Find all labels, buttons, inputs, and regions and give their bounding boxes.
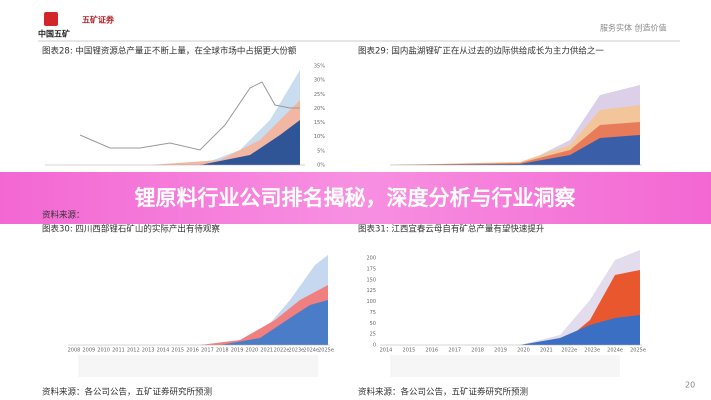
x-label: 2014 xyxy=(157,348,170,354)
y-label: 50 xyxy=(370,321,376,327)
brand: 五矿证券 xyxy=(82,15,115,25)
x-label: 2025e xyxy=(318,348,334,354)
chart-30-art xyxy=(68,255,330,377)
x-label: 2015 xyxy=(171,348,184,354)
source: 资料来源：各公司公告，五矿证券研究所预测 xyxy=(358,387,528,398)
banner xyxy=(0,172,711,224)
y-label: 15% xyxy=(314,120,325,126)
source: 资料来源： xyxy=(42,210,85,221)
banner-text: 锂原料行业公司排名揭秘，深度分析与行业洞察 xyxy=(135,186,577,210)
y-label: 25 xyxy=(370,332,376,338)
y-label: 10% xyxy=(314,134,325,140)
logo-icon xyxy=(44,12,58,26)
y-label: 0% xyxy=(317,163,325,169)
x-label: 2009 xyxy=(82,348,95,354)
x-label: 2011 xyxy=(112,348,125,354)
x-label: 2019 xyxy=(231,348,244,354)
x-label: 2016 xyxy=(186,348,199,354)
x-label: 2019 xyxy=(494,348,507,354)
y-label: 125 xyxy=(366,288,376,294)
x-label: 2021 xyxy=(260,348,273,354)
y-label: 150 xyxy=(366,277,376,283)
x-label: 2013 xyxy=(142,348,155,354)
x-label: 2014 xyxy=(380,348,393,354)
x-label: 2018 xyxy=(471,348,484,354)
y-label: 75 xyxy=(370,310,376,316)
y-label: 200 xyxy=(366,256,376,262)
x-label: 2018 xyxy=(216,348,229,354)
x-label: 2023e xyxy=(288,348,304,354)
y-label: 0 xyxy=(373,343,376,349)
x-label: 2020 xyxy=(517,348,530,354)
x-label: 2017 xyxy=(201,348,214,354)
y-label: 20% xyxy=(314,106,325,112)
x-label: 2024e xyxy=(607,348,623,354)
chart-29-art xyxy=(390,85,642,166)
logo-text: 中国五矿 xyxy=(38,29,70,39)
x-label: 2024e xyxy=(303,348,319,354)
x-label: 2010 xyxy=(97,348,110,354)
y-label: 100 xyxy=(366,299,376,305)
x-label: 2020 xyxy=(246,348,259,354)
x-label: 2021 xyxy=(540,348,553,354)
figure-title: 图表29: 国内盐湖锂矿正在从过去的边际供给成长为主力供给之一 xyxy=(358,46,604,57)
y-label: 175 xyxy=(366,266,376,272)
x-label: 2022e xyxy=(274,348,290,354)
x-label: 2017 xyxy=(448,348,461,354)
figure-title: 图表31: 江西宜春云母自有矿总产量有望快速提升 xyxy=(358,224,545,235)
chart-28-art xyxy=(45,70,305,166)
y-label: 25% xyxy=(314,92,325,98)
source: 资料来源：各公司公告，五矿证券研究所预测 xyxy=(42,387,212,398)
x-label: 2016 xyxy=(425,348,438,354)
x-label: 2025e xyxy=(630,348,646,354)
y-label: 35% xyxy=(314,64,325,70)
figure-title: 图表30: 四川西部锂石矿山的实际产出有待观察 xyxy=(42,224,220,235)
y-label: 30% xyxy=(314,78,325,84)
y-label: 5% xyxy=(317,148,325,154)
x-label: 2023e xyxy=(584,348,600,354)
figure-title: 图表28: 中国锂资源总产量正不断上量，在全球市场中占据更大份额 xyxy=(42,46,297,57)
chart-31-art xyxy=(380,250,642,377)
x-label: 2012 xyxy=(127,348,140,354)
x-label: 2022e xyxy=(561,348,577,354)
x-label: 2015 xyxy=(403,348,416,354)
slogan: 服务实体 创造价值 xyxy=(600,23,667,33)
page-number: 20 xyxy=(685,381,695,390)
x-label: 2008 xyxy=(68,348,81,354)
